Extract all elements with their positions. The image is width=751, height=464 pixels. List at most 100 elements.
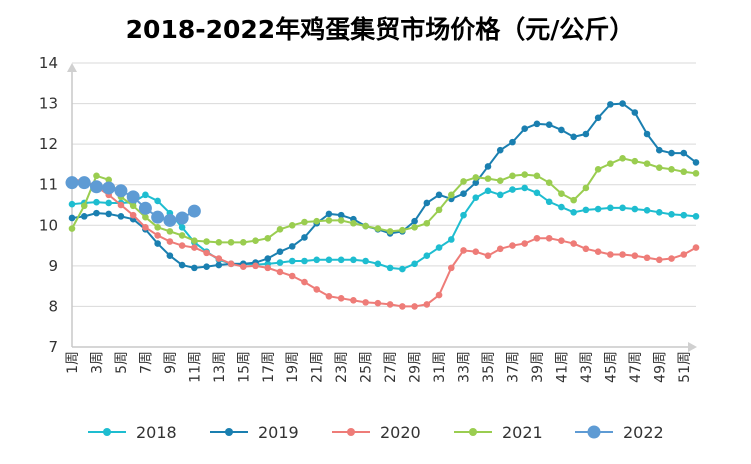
point-2022-8 (151, 210, 165, 224)
x-tick-label-41周: 41周 (554, 351, 570, 383)
point-2021-28 (399, 226, 406, 234)
point-2020-7 (142, 224, 149, 231)
point-2020-38 (521, 240, 529, 247)
point-2021-3 (93, 172, 100, 180)
x-tick-label-19周: 19周 (285, 351, 301, 383)
x-tick-label-31周: 31周 (432, 351, 448, 383)
point-2018-27 (386, 264, 394, 272)
point-2019-2 (80, 213, 88, 220)
point-2019-8 (154, 240, 161, 247)
point-2018-7 (142, 191, 149, 199)
point-2021-38 (521, 171, 529, 178)
point-2021-52 (692, 170, 700, 177)
point-2021-45 (607, 160, 614, 167)
legend-marker-2021 (469, 428, 477, 436)
y-tick-label-11: 11 (39, 176, 58, 194)
point-2021-30 (423, 219, 431, 227)
x-tick-label-5周: 5周 (114, 351, 130, 374)
point-2018-3 (93, 198, 100, 206)
legend: 2018 2019 2020 2021 2022 (88, 423, 664, 442)
point-2021-15 (239, 239, 247, 246)
point-2020-20 (301, 278, 308, 286)
y-axis-ticks: 7 8 9 10 11 12 13 14 (39, 54, 58, 356)
axes (67, 63, 697, 352)
x-tick-label-37周: 37周 (505, 351, 521, 383)
legend-marker-2018 (103, 428, 111, 436)
point-2019-44 (594, 114, 602, 122)
point-2021-35 (484, 175, 492, 182)
point-2018-52 (692, 213, 700, 220)
point-2018-31 (435, 244, 443, 251)
point-2020-25 (362, 299, 369, 306)
point-2019-50 (668, 149, 675, 157)
point-2020-15 (239, 263, 247, 270)
point-2019-48 (643, 130, 651, 138)
point-2021-16 (252, 237, 259, 245)
point-2021-22 (325, 217, 333, 224)
point-2020-14 (227, 260, 235, 268)
point-2019-22 (325, 210, 333, 218)
series-line-2019 (71, 102, 697, 269)
point-2018-18 (276, 259, 284, 266)
point-2019-18 (276, 248, 284, 255)
point-2018-26 (374, 260, 382, 268)
x-tick-label-17周: 17周 (261, 351, 277, 383)
point-2019-19 (288, 243, 296, 250)
point-2018-42 (570, 209, 577, 216)
series-2022 (65, 176, 201, 227)
point-2018-10 (178, 224, 186, 231)
point-2021-41 (558, 190, 565, 197)
legend-label-2022: 2022 (623, 423, 664, 442)
point-2021-42 (570, 196, 577, 204)
point-2020-35 (484, 252, 492, 260)
point-2018-23 (337, 256, 345, 264)
point-2021-50 (668, 165, 675, 173)
point-2021-47 (631, 157, 639, 165)
point-2021-31 (435, 206, 443, 214)
point-2019-51 (680, 149, 688, 157)
x-tick-label-27周: 27周 (383, 351, 399, 383)
point-2020-26 (374, 299, 382, 307)
point-2019-41 (558, 126, 565, 134)
point-2020-8 (154, 232, 161, 239)
point-2021-26 (374, 225, 382, 232)
point-2020-22 (325, 292, 333, 300)
point-2018-51 (680, 211, 688, 219)
chart-title: 2018-2022年鸡蛋集贸市场价格（元/公斤） (126, 15, 635, 44)
y-axis-arrow (67, 63, 77, 72)
point-2021-34 (472, 174, 480, 181)
point-2021-20 (301, 218, 308, 226)
point-2020-18 (276, 268, 284, 276)
legend-item-2022: 2022 (575, 423, 664, 442)
point-2018-25 (362, 257, 369, 265)
x-tick-label-33周: 33周 (457, 351, 473, 383)
x-tick-label-25周: 25周 (359, 351, 375, 383)
point-2020-47 (631, 252, 639, 260)
point-2021-32 (447, 191, 455, 199)
legend-marker-2022 (587, 425, 601, 439)
point-2019-37 (509, 138, 516, 146)
point-2019-9 (166, 252, 174, 260)
point-2020-51 (680, 251, 688, 258)
series-line-2020 (71, 178, 697, 308)
series-line-2018 (71, 186, 697, 271)
point-2020-29 (411, 303, 418, 310)
point-2022-3 (89, 180, 103, 194)
point-2018-28 (399, 265, 406, 273)
point-2021-21 (313, 217, 321, 225)
point-2019-11 (191, 264, 198, 272)
grid-lines (72, 62, 696, 307)
point-2019-20 (301, 234, 308, 241)
point-2020-45 (607, 251, 614, 258)
point-2020-6 (129, 211, 137, 219)
y-tick-label-7: 7 (48, 338, 58, 356)
point-2018-19 (288, 257, 296, 265)
x-tick-label-49周: 49周 (652, 351, 668, 383)
point-2018-29 (411, 260, 418, 268)
point-2018-41 (558, 203, 565, 211)
point-2019-45 (607, 101, 614, 108)
point-2018-22 (325, 256, 333, 264)
point-2021-7 (142, 213, 149, 221)
x-tick-label-21周: 21周 (310, 351, 326, 383)
